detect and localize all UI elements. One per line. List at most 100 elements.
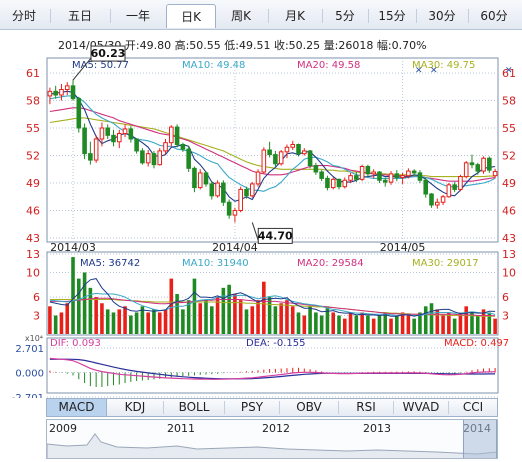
volume-bar[interactable] — [175, 294, 179, 334]
price-candle[interactable] — [394, 170, 400, 182]
price-candle[interactable] — [319, 170, 324, 182]
price-candle[interactable] — [99, 122, 105, 147]
price-candle[interactable] — [238, 186, 243, 213]
volume-bar[interactable] — [233, 294, 237, 334]
price-candle[interactable] — [411, 169, 417, 176]
price-candle[interactable] — [382, 177, 388, 187]
volume-bar[interactable] — [250, 306, 255, 334]
tab-daily-k[interactable]: 日K — [166, 4, 216, 28]
price-candle[interactable] — [197, 169, 203, 190]
volume-bar[interactable] — [383, 312, 388, 334]
price-candle[interactable] — [105, 124, 111, 139]
price-candle[interactable] — [128, 126, 134, 143]
price-candle[interactable] — [82, 123, 87, 160]
volume-bar[interactable] — [82, 272, 87, 334]
volume-bar[interactable] — [285, 300, 289, 334]
price-candle[interactable] — [215, 180, 220, 198]
volume-bar[interactable] — [470, 312, 474, 334]
volume-bars[interactable] — [48, 257, 497, 334]
volume-bar[interactable] — [227, 284, 231, 334]
volume-bar[interactable] — [48, 306, 52, 334]
volume-bar[interactable] — [441, 315, 445, 334]
price-candle[interactable] — [273, 150, 278, 167]
volume-bar[interactable] — [308, 306, 312, 334]
volume-bar[interactable] — [273, 306, 278, 334]
time-range-navigator[interactable]: 2009 2011 2012 2013 2014 — [46, 419, 498, 459]
volume-bar[interactable] — [302, 315, 307, 334]
price-candle[interactable] — [88, 141, 93, 165]
volume-bar[interactable] — [487, 312, 492, 334]
price-candle[interactable] — [348, 172, 353, 183]
price-candle[interactable] — [452, 182, 457, 193]
price-candle[interactable] — [116, 129, 122, 149]
price-candle[interactable] — [203, 171, 209, 187]
tab-rsi[interactable]: RSI — [356, 400, 376, 414]
tab-one-year[interactable]: 一年 — [125, 9, 150, 23]
price-candle[interactable] — [446, 183, 452, 198]
price-candle[interactable] — [151, 150, 157, 169]
volume-bar[interactable] — [331, 312, 336, 334]
price-candle[interactable] — [157, 148, 163, 166]
volume-bar[interactable] — [100, 303, 104, 334]
volume-bar[interactable] — [406, 315, 411, 334]
navigator-range-handle[interactable] — [463, 420, 497, 458]
price-candle[interactable] — [406, 168, 411, 179]
volume-bar[interactable] — [53, 315, 58, 334]
price-candle[interactable] — [267, 141, 272, 158]
volume-bar[interactable] — [395, 315, 399, 334]
volume-bar[interactable] — [342, 318, 347, 334]
volume-bar[interactable] — [262, 281, 266, 334]
price-candle[interactable] — [140, 148, 145, 165]
volume-bar[interactable] — [192, 278, 197, 334]
volume-bar[interactable] — [181, 309, 185, 334]
price-candle[interactable] — [296, 143, 301, 157]
volume-bar[interactable] — [354, 315, 359, 334]
volume-bar[interactable] — [423, 306, 428, 334]
price-candle[interactable] — [354, 172, 359, 183]
volume-bar[interactable] — [157, 312, 162, 334]
price-candle[interactable] — [434, 198, 440, 209]
volume-bar[interactable] — [123, 306, 127, 334]
tab-30-minute[interactable]: 30分 — [428, 9, 456, 23]
price-candle[interactable] — [284, 144, 290, 159]
volume-bar[interactable] — [412, 318, 416, 334]
volume-bar[interactable] — [65, 303, 70, 334]
price-candle[interactable] — [53, 85, 58, 99]
price-candle[interactable] — [330, 177, 336, 190]
price-candle[interactable] — [192, 166, 197, 193]
volume-bar[interactable] — [244, 309, 249, 334]
price-candle[interactable] — [59, 84, 64, 101]
volume-bar[interactable] — [371, 318, 376, 334]
price-candle[interactable] — [209, 181, 215, 200]
price-candle[interactable] — [423, 177, 429, 198]
tab-five-day[interactable]: 五日 — [67, 9, 92, 23]
price-candle[interactable] — [377, 171, 382, 183]
volume-bar[interactable] — [475, 315, 480, 334]
price-candle[interactable] — [47, 87, 53, 105]
volume-bar[interactable] — [447, 312, 451, 334]
price-candle[interactable] — [249, 182, 255, 198]
volume-bar[interactable] — [389, 318, 393, 334]
price-candle[interactable] — [255, 169, 261, 187]
tab-cci[interactable]: CCI — [462, 400, 484, 414]
volume-bar[interactable] — [458, 312, 463, 334]
volume-bar[interactable] — [400, 312, 405, 334]
volume-bar[interactable] — [348, 312, 353, 334]
tab-weekly-k[interactable]: 周K — [231, 9, 251, 23]
price-candle[interactable] — [70, 80, 76, 101]
price-candle[interactable] — [226, 199, 232, 219]
volume-bar[interactable] — [186, 300, 191, 334]
price-candle[interactable] — [417, 170, 423, 183]
volume-bar[interactable] — [360, 312, 364, 334]
volume-bar[interactable] — [146, 312, 150, 334]
volume-bar[interactable] — [377, 315, 382, 334]
price-candles[interactable] — [47, 80, 498, 223]
volume-bar[interactable] — [256, 300, 260, 334]
volume-bar[interactable] — [59, 312, 64, 334]
price-candle[interactable] — [469, 154, 475, 169]
price-candle[interactable] — [458, 174, 463, 192]
price-candle[interactable] — [481, 156, 486, 174]
tab-macd[interactable]: MACD — [47, 399, 107, 416]
price-candle[interactable] — [487, 156, 492, 173]
price-candle[interactable] — [365, 164, 371, 177]
